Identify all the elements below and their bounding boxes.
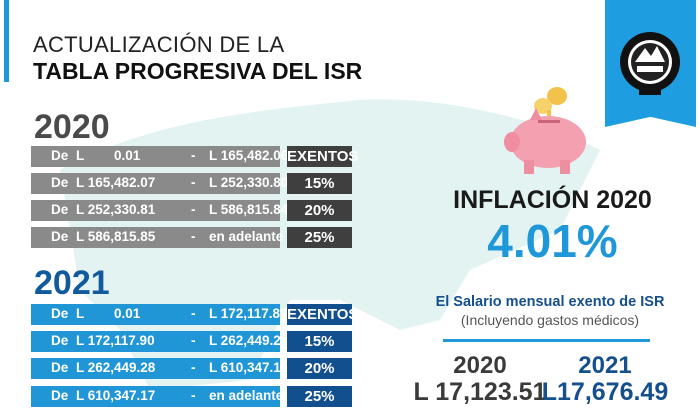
label-de: De xyxy=(51,202,69,217)
tax-rate: EXENTOS xyxy=(287,304,359,325)
inflation-value: 4.01% xyxy=(487,215,618,267)
range-from: L 252,330.81 xyxy=(76,202,156,217)
range-to: en adelante xyxy=(209,388,284,403)
bracket-row: De L 0.01 - L 165,482.06 xyxy=(31,146,288,167)
tax-rate: 20% xyxy=(287,358,352,379)
range-from: L 165,482.07 xyxy=(76,175,156,190)
title-line1: ACTUALIZACIÓN DE LA xyxy=(33,32,285,57)
range-from: L 172,117.90 xyxy=(76,333,155,348)
range-separator: - xyxy=(191,148,196,163)
inflation-label: INFLACIÓN 2020 xyxy=(453,186,652,214)
bracket-row: De L 172,117.90 - L 262,449.27 xyxy=(31,331,288,352)
sar-seal-icon xyxy=(620,32,680,95)
bracket-row: De L 610,347.17 - en adelante xyxy=(31,386,284,407)
range-separator: - xyxy=(191,175,196,190)
piggy-bank-icon xyxy=(504,87,586,174)
range-to: L 252,330.80 xyxy=(209,175,289,190)
range-separator: - xyxy=(191,360,196,375)
year-2021-heading: 2021 xyxy=(34,264,110,302)
salary-2021-amount: L17,676.49 xyxy=(541,378,669,406)
bracket-row: De L 586,815.85 - en adelante xyxy=(31,227,284,248)
tax-rate: 15% xyxy=(287,331,352,352)
range-separator: - xyxy=(191,202,196,217)
label-de: De xyxy=(51,175,69,190)
tax-rate: 20% xyxy=(287,200,352,221)
salary-2020-year: 2020 xyxy=(453,352,507,379)
range-separator: - xyxy=(191,229,196,244)
range-to: L 165,482.06 xyxy=(209,148,289,163)
accent-bar xyxy=(4,0,9,82)
divider xyxy=(443,339,650,342)
range-to: L 172,117.89 xyxy=(209,306,288,321)
range-from: L 586,815.85 xyxy=(76,229,156,244)
label-de: De xyxy=(51,306,69,321)
label-de: De xyxy=(51,360,69,375)
range-separator: - xyxy=(191,388,196,403)
salary-title: El Salario mensual exento de ISR xyxy=(435,294,665,310)
range-separator: - xyxy=(191,333,196,348)
bracket-row: De L 262,449.28 - L 610,347.16 xyxy=(31,358,288,379)
label-de: De xyxy=(51,229,69,244)
range-to: L 586,815.84 xyxy=(209,202,289,217)
range-from: L 0.01 xyxy=(76,306,141,321)
bracket-row: De L 252,330.81 - L 586,815.84 xyxy=(31,200,288,221)
year-2020-heading: 2020 xyxy=(34,108,110,146)
range-separator: - xyxy=(191,306,196,321)
salary-2021-year: 2021 xyxy=(578,352,632,379)
tax-rate: 15% xyxy=(287,173,352,194)
salary-subtitle: (Incluyendo gastos médicos) xyxy=(460,312,640,328)
bracket-row: De L 0.01 - L 172,117.89 xyxy=(31,304,288,325)
sar-seal-banner xyxy=(605,0,696,127)
title-line2: TABLA PROGRESIVA DEL ISR xyxy=(33,58,363,84)
label-de: De xyxy=(51,333,69,348)
label-de: De xyxy=(51,388,69,403)
tax-rate: 25% xyxy=(287,386,352,407)
tax-rate: 25% xyxy=(287,227,352,248)
label-de: De xyxy=(51,148,69,163)
tax-rate: EXENTOS xyxy=(287,146,359,167)
range-from: L 262,449.28 xyxy=(76,360,156,375)
range-to: L 262,449.27 xyxy=(209,333,289,348)
range-from: L 0.01 xyxy=(76,148,141,163)
salary-2020-amount: L 17,123.51 xyxy=(413,378,547,406)
range-from: L 610,347.17 xyxy=(76,388,156,403)
range-to: en adelante xyxy=(209,229,284,244)
range-to: L 610,347.16 xyxy=(209,360,289,375)
bracket-row: De L 165,482.07 - L 252,330.80 xyxy=(31,173,288,194)
